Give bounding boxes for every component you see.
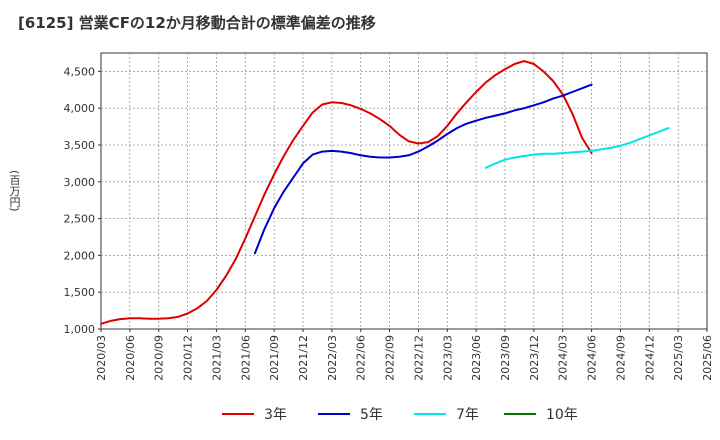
plot-frame xyxy=(100,52,708,330)
x-tick-label: 2021/03 xyxy=(210,335,223,381)
x-tick-label: 2024/03 xyxy=(557,335,570,381)
y-tick-label: 2,500 xyxy=(64,213,96,226)
y-tick-label: 3,000 xyxy=(64,176,96,189)
legend-label: 5年 xyxy=(360,407,383,423)
y-tick-label: 3,500 xyxy=(64,139,96,152)
x-tick-label: 2023/03 xyxy=(441,335,454,381)
x-tick-label: 2020/12 xyxy=(182,335,195,381)
x-tick-label: 2022/12 xyxy=(412,335,425,381)
legend-label: 10年 xyxy=(546,407,578,423)
x-tick-label: 2025/06 xyxy=(701,335,714,381)
x-tick-label: 2024/12 xyxy=(643,335,656,381)
series-line-5年 xyxy=(253,83,593,255)
series-line-3年 xyxy=(100,60,593,325)
grid-layer xyxy=(100,52,708,330)
x-tick-label: 2024/09 xyxy=(614,335,627,381)
x-tick-label: 2025/03 xyxy=(672,335,685,381)
y-tick-label: 2,000 xyxy=(64,249,96,262)
legend-label: 7年 xyxy=(456,407,479,423)
x-tick-label: 2023/06 xyxy=(470,335,483,381)
y-tick-label: 1,500 xyxy=(64,286,96,299)
x-tick-label: 2022/06 xyxy=(355,335,368,381)
x-tick-label: 2021/12 xyxy=(297,335,310,381)
series-lines xyxy=(100,60,670,325)
x-tick-label: 2024/06 xyxy=(586,335,599,381)
x-tick-label: 2021/09 xyxy=(268,335,281,381)
y-tick-label: 4,000 xyxy=(64,102,96,115)
x-tick-label: 2022/03 xyxy=(326,335,339,381)
chart-title: [6125] 営業CFの12か月移動合計の標準偏差の推移 xyxy=(18,14,376,32)
y-tick-label: 1,000 xyxy=(64,323,96,336)
x-tick-label: 2023/09 xyxy=(499,335,512,381)
y-tick-labels: 1,000 1,500 2,000 2,500 3,000 3,500 4,000 4,500 xyxy=(64,65,101,336)
x-tick-label: 2020/03 xyxy=(95,335,108,381)
x-tick-label: 2020/06 xyxy=(124,335,137,381)
legend: 3年 5年 7年 10年 xyxy=(222,407,578,423)
legend-label: 3年 xyxy=(264,407,287,423)
series-line-7年 xyxy=(484,127,670,169)
x-tick-label: 2020/09 xyxy=(153,335,166,381)
x-tick-label: 2022/09 xyxy=(384,335,397,381)
y-axis-label: (百万円) xyxy=(8,170,21,212)
x-tick-label: 2021/06 xyxy=(239,335,252,381)
x-tick-label: 2023/12 xyxy=(528,335,541,381)
y-tick-label: 4,500 xyxy=(64,65,96,78)
x-tick-labels: 2020/03 2020/06 2020/09 2020/12 2021/03 2021/… xyxy=(95,329,714,381)
